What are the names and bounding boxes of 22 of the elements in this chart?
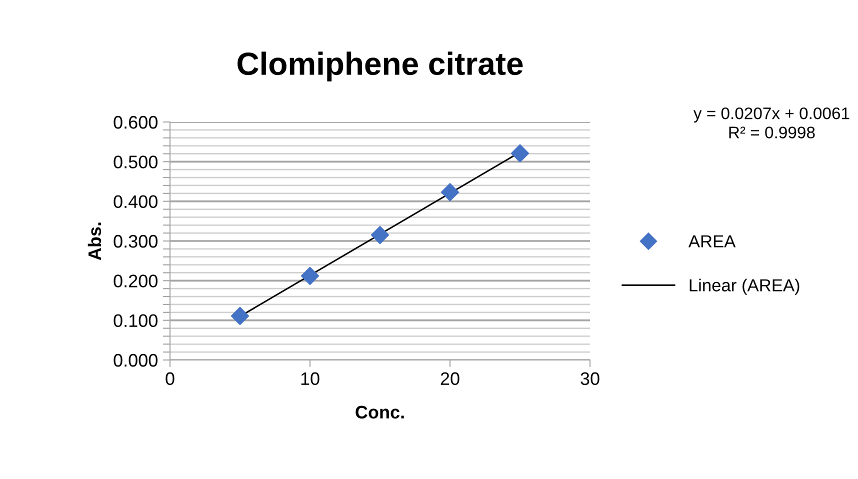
legend-label: AREA	[688, 235, 736, 248]
point	[300, 266, 320, 286]
point	[440, 182, 460, 202]
x-axis-title: Conc.	[356, 406, 404, 419]
y-tick-label: 0.500	[114, 156, 158, 168]
y-tick-label: 0.300	[114, 234, 158, 248]
y-tick-label: 0.000	[114, 354, 158, 367]
y-tick-label: 0.100	[114, 314, 158, 328]
y-tick-label: 0.400	[114, 195, 158, 208]
x-tick-label: 10	[301, 372, 320, 386]
point	[370, 226, 390, 244]
chart-title: Clomiphene citrate	[238, 52, 523, 82]
y-tick-label: 0.600	[114, 116, 158, 129]
x-tick-label: 0	[166, 372, 174, 386]
y-axis-title: Abs.	[88, 222, 102, 260]
legend-label: Linear (AREA)	[690, 278, 800, 295]
text: y = 0.0207x + 0.0061 R² = 0.9998	[693, 107, 850, 138]
y-tick-label: 0.200	[114, 274, 158, 288]
point	[230, 306, 250, 326]
point	[510, 144, 530, 163]
x-tick-label: 20	[440, 372, 460, 386]
x-tick-label: 30	[580, 372, 600, 386]
